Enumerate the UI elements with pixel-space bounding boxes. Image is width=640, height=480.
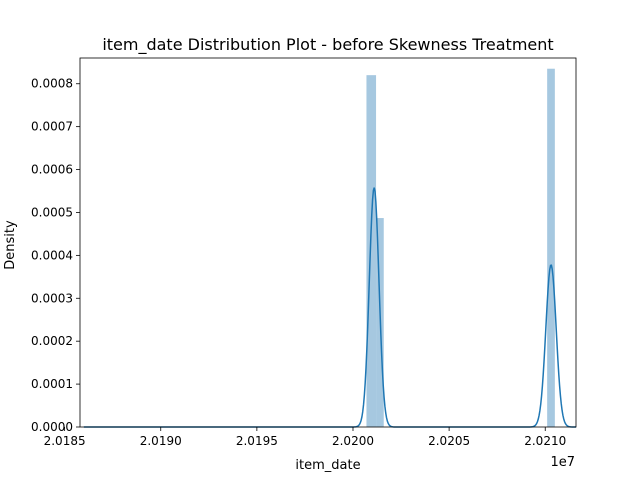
x-tick-label-3: 2.0200: [332, 434, 374, 448]
x-axis-ticks: 2.0185 2.0190 2.0195 2.0200 2.0205 2.0210: [44, 427, 566, 448]
y-tick-label-4: 0.0004: [31, 248, 73, 262]
chart-title: item_date Distribution Plot - before Ske…: [102, 35, 553, 55]
plot-area-frame: [79, 57, 577, 428]
histogram-bar-2: [547, 68, 555, 427]
x-axis-label: item_date: [295, 458, 360, 473]
y-tick-label-7: 0.0007: [31, 120, 73, 134]
x-axis-offset-label: 1e7: [550, 455, 575, 470]
x-tick-label-4: 2.0205: [428, 434, 470, 448]
y-tick-label-1: 0.0001: [31, 377, 73, 391]
y-tick-label-6: 0.0006: [31, 163, 73, 177]
x-tick-label-1: 2.0190: [140, 434, 182, 448]
y-tick-label-8: 0.0008: [31, 77, 73, 91]
x-tick-label-2: 2.0195: [236, 434, 278, 448]
y-axis-ticks: 0.0000 0.0001 0.0002 0.0003 0.0004 0.0005 0.00…: [31, 77, 80, 434]
x-tick-label-5: 2.0210: [524, 434, 566, 448]
y-tick-label-2: 0.0002: [31, 334, 73, 348]
x-tick-label-0: 2.0185: [44, 434, 86, 448]
y-tick-label-3: 0.0003: [31, 291, 73, 305]
y-axis-label: Density: [3, 220, 18, 270]
histogram-bar-0: [366, 75, 377, 428]
y-tick-label-0: 0.0000: [31, 420, 73, 434]
y-tick-label-5: 0.0005: [31, 205, 73, 219]
